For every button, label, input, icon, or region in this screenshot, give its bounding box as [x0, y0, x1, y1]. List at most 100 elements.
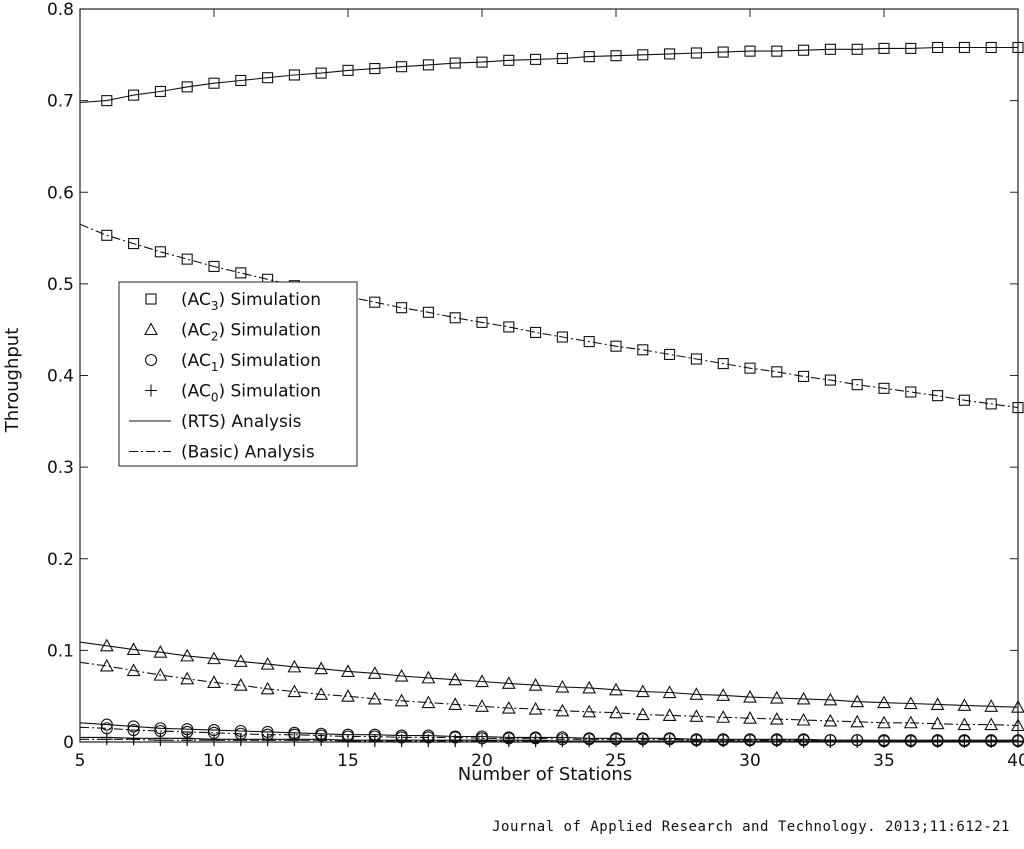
data-point: [958, 41, 970, 54]
data-point: [664, 348, 676, 360]
data-point: [260, 681, 275, 695]
data-point: [985, 398, 997, 410]
data-point: [449, 57, 461, 69]
y-tick-label: 0.5: [47, 275, 74, 295]
y-tick-label: 0: [63, 733, 74, 753]
data-point: [287, 659, 302, 673]
data-point: [396, 302, 408, 314]
data-point: [824, 374, 836, 386]
data-point: [823, 692, 838, 706]
data-point: [503, 54, 515, 66]
data-point: [771, 366, 783, 378]
data-point: [154, 85, 166, 98]
data-point: [396, 61, 408, 73]
data-point: [448, 672, 463, 686]
data-point: [555, 703, 570, 717]
data-point: [421, 670, 436, 684]
data-point: [154, 734, 167, 747]
data-point: [529, 735, 542, 748]
data-point: [851, 379, 863, 391]
data-point: [127, 720, 140, 733]
data-point: [233, 678, 248, 691]
data-point: [530, 326, 542, 338]
data-point: [583, 51, 595, 63]
data-point: [314, 661, 329, 675]
data-point: [851, 736, 864, 748]
journal-caption: Journal of Applied Research and Technolo…: [492, 819, 1010, 835]
data-point: [635, 684, 650, 698]
data-point: [530, 53, 542, 65]
legend-label: (RTS) Analysis: [181, 412, 302, 432]
data-point: [878, 42, 890, 54]
data-point: [932, 41, 944, 54]
data-point: [502, 735, 515, 748]
data-point: [528, 678, 543, 691]
data-point: [1012, 41, 1024, 54]
legend-marker: [144, 322, 158, 336]
legend-label: (Basic) Analysis: [181, 443, 315, 463]
data-point: [100, 718, 113, 731]
legend-label: (AC2) Simulation: [181, 321, 321, 344]
data-point: [662, 685, 677, 699]
data-point: [610, 50, 622, 62]
data-point: [877, 695, 891, 709]
data-point: [367, 666, 382, 679]
data-point: [958, 736, 971, 748]
data-point: [99, 638, 114, 652]
x-tick-label: 40: [1007, 751, 1024, 771]
data-point: [181, 734, 194, 747]
data-point: [771, 45, 783, 57]
data-point: [235, 267, 247, 279]
data-point: [797, 736, 810, 748]
data-point: [850, 694, 865, 708]
data-point: [180, 648, 195, 662]
data-point: [367, 691, 382, 705]
data-point: [100, 733, 113, 746]
series-layer: [79, 41, 1024, 748]
data-point: [796, 712, 811, 726]
data-point: [690, 735, 703, 748]
data-point: [180, 671, 195, 685]
x-axis-label: Number of Stations: [458, 764, 632, 785]
data-point: [421, 695, 436, 709]
data-point: [208, 77, 220, 89]
tick-layer: 5 10 15 20 25 30 35 40 0 0.1 0.2 0.3 0.4 0.5 0.6 0.7 0.8: [47, 0, 1024, 771]
data-point: [743, 689, 757, 703]
x-tick-label: 25: [605, 751, 627, 771]
data-point: [662, 708, 677, 721]
data-point: [903, 715, 918, 729]
data-point: [369, 63, 381, 75]
data-point: [770, 735, 783, 748]
data-point: [101, 95, 113, 107]
data-point: [609, 705, 623, 719]
data-point: [503, 321, 515, 333]
data-point: [153, 667, 168, 681]
legend-entry: (AC0) Simulation: [145, 382, 321, 405]
x-tick-label: 10: [203, 751, 225, 771]
y-tick-label: 0.4: [47, 367, 74, 387]
data-point: [475, 674, 489, 688]
data-point: [984, 717, 999, 731]
legend-entry: (AC2) Simulation: [144, 321, 321, 344]
data-point: [823, 713, 838, 727]
data-point: [931, 736, 944, 748]
data-point: [689, 687, 704, 700]
data-point: [1011, 718, 1024, 732]
data-point: [207, 651, 221, 665]
data-point: [181, 81, 193, 93]
legend-marker: [144, 353, 158, 367]
data-point: [743, 711, 757, 724]
data-point: [181, 253, 193, 265]
data-point: [475, 699, 489, 712]
data-point: [690, 47, 702, 59]
data-point: [583, 735, 596, 748]
data-point: [798, 44, 810, 56]
data-point: [556, 735, 569, 748]
data-point: [287, 684, 302, 698]
data-point: [341, 689, 355, 702]
data-point: [769, 690, 784, 704]
data-point: [905, 42, 917, 54]
series-1: [79, 223, 1024, 414]
data-point: [637, 49, 649, 61]
data-point: [555, 679, 570, 693]
